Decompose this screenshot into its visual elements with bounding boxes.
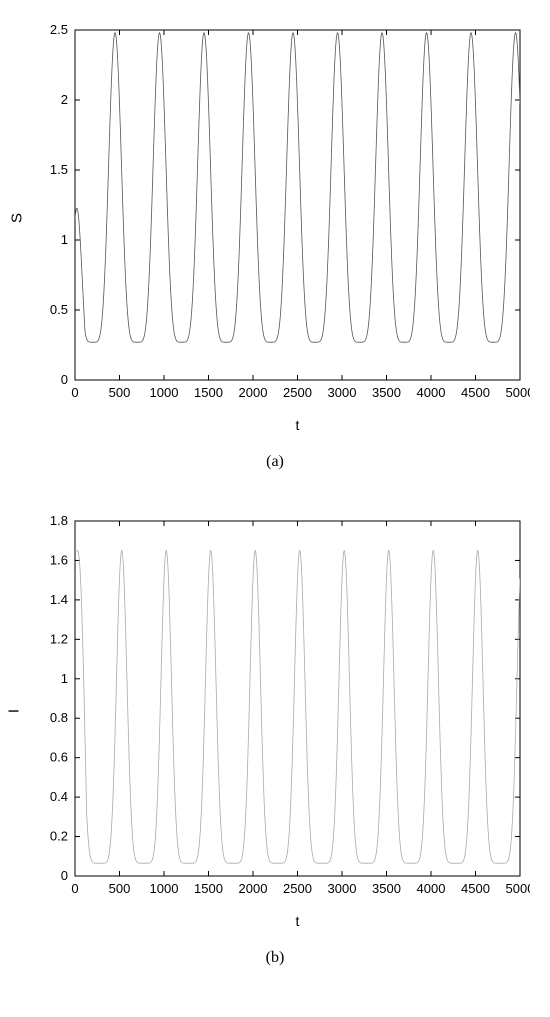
svg-text:1.8: 1.8: [50, 513, 68, 528]
svg-text:1.6: 1.6: [50, 552, 68, 567]
subcaption-b: (b): [20, 949, 530, 967]
svg-text:5000: 5000: [506, 881, 530, 896]
svg-text:4500: 4500: [461, 385, 490, 400]
plot-a-wrap: S 05001000150020002500300035004000450050…: [20, 20, 530, 415]
svg-text:1000: 1000: [150, 881, 179, 896]
svg-text:1: 1: [61, 671, 68, 686]
svg-text:500: 500: [109, 385, 131, 400]
svg-text:2500: 2500: [283, 881, 312, 896]
svg-text:4500: 4500: [461, 881, 490, 896]
svg-text:4000: 4000: [417, 881, 446, 896]
xlabel-a: t: [65, 417, 530, 433]
figure-b: I 05001000150020002500300035004000450050…: [20, 511, 530, 967]
svg-text:3500: 3500: [372, 881, 401, 896]
xlabel-b: t: [65, 913, 530, 929]
svg-text:1500: 1500: [194, 881, 223, 896]
svg-text:3000: 3000: [328, 385, 357, 400]
plot-b-wrap: I 05001000150020002500300035004000450050…: [20, 511, 530, 911]
svg-text:3500: 3500: [372, 385, 401, 400]
svg-text:1.5: 1.5: [50, 162, 68, 177]
svg-text:2000: 2000: [239, 881, 268, 896]
svg-text:1.4: 1.4: [50, 592, 68, 607]
svg-text:0.2: 0.2: [50, 829, 68, 844]
svg-text:0: 0: [71, 881, 78, 896]
svg-text:1: 1: [61, 232, 68, 247]
svg-text:2000: 2000: [239, 385, 268, 400]
svg-text:3000: 3000: [328, 881, 357, 896]
svg-text:1500: 1500: [194, 385, 223, 400]
svg-text:0: 0: [61, 868, 68, 883]
svg-text:0.8: 0.8: [50, 710, 68, 725]
svg-text:0: 0: [61, 372, 68, 387]
svg-text:2500: 2500: [283, 385, 312, 400]
svg-text:0.4: 0.4: [50, 789, 68, 804]
svg-text:5000: 5000: [506, 385, 530, 400]
ylabel-a: S: [9, 212, 26, 222]
figure-a: S 05001000150020002500300035004000450050…: [20, 20, 530, 471]
svg-text:500: 500: [109, 881, 131, 896]
svg-text:4000: 4000: [417, 385, 446, 400]
svg-text:1000: 1000: [150, 385, 179, 400]
subcaption-a: (a): [20, 453, 530, 471]
svg-text:0.5: 0.5: [50, 302, 68, 317]
svg-text:0: 0: [71, 385, 78, 400]
svg-text:2: 2: [61, 92, 68, 107]
svg-text:0.6: 0.6: [50, 750, 68, 765]
svg-text:1.2: 1.2: [50, 631, 68, 646]
plot-b-svg: 0 500 1000 1500 2000 2500 3000 3500 4000 4500 5000…: [20, 511, 530, 911]
svg-text:2.5: 2.5: [50, 22, 68, 37]
ylabel-b: I: [6, 709, 23, 713]
plot-a-svg: 0 500 1000 1500 2000 2500 3000 3500 4000 4500 5000…: [20, 20, 530, 415]
